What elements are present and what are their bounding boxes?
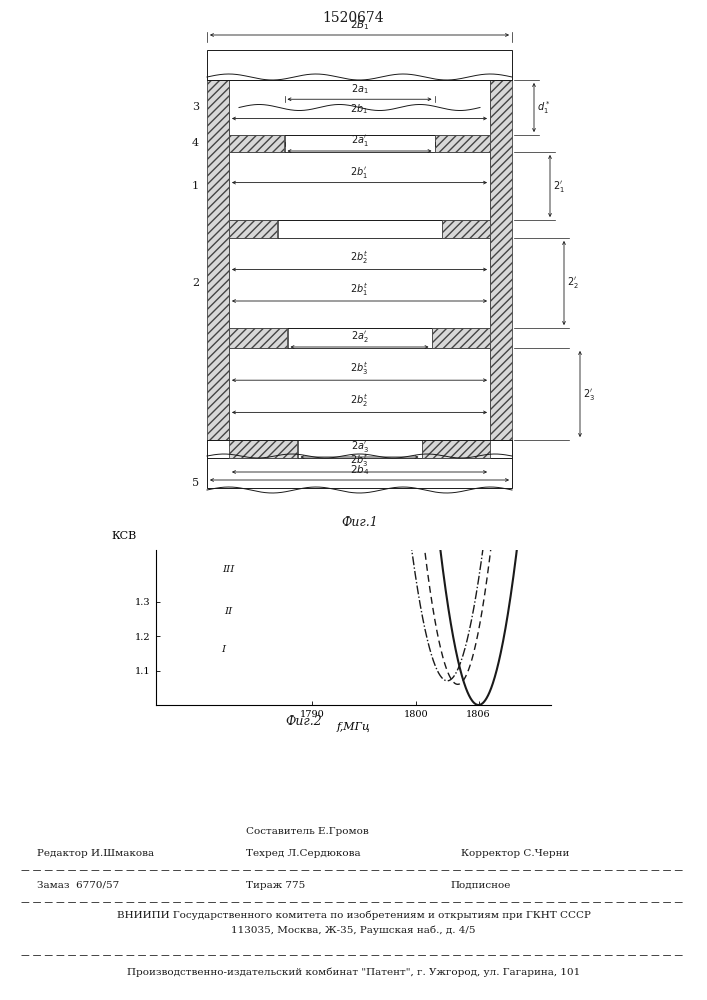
Text: 4: 4 — [192, 138, 199, 148]
Bar — [229, 348, 490, 440]
Bar — [298, 440, 421, 458]
Text: 5: 5 — [192, 478, 199, 488]
Text: $2_1'$: $2_1'$ — [553, 178, 565, 194]
Text: 1520674: 1520674 — [322, 11, 384, 25]
Text: $2a_1$: $2a_1$ — [351, 82, 368, 96]
Bar — [421, 440, 489, 458]
Text: $2a_2'$: $2a_2'$ — [351, 329, 368, 344]
Bar — [284, 135, 435, 152]
Text: $d_1^*$: $d_1^*$ — [537, 99, 551, 116]
Text: Редактор И.Шмакова: Редактор И.Шмакова — [37, 848, 153, 857]
Text: $2_2'$: $2_2'$ — [567, 275, 579, 290]
Text: 113035, Москва, Ж-35, Раушская наб., д. 4/5: 113035, Москва, Ж-35, Раушская наб., д. … — [231, 925, 476, 935]
X-axis label: f,МГц: f,МГц — [337, 722, 370, 732]
Text: $2a_3'$: $2a_3'$ — [351, 439, 368, 454]
Text: Замаз  6770/57: Замаз 6770/57 — [37, 880, 119, 890]
Text: Составитель Е.Громов: Составитель Е.Громов — [246, 828, 369, 836]
Text: Производственно-издательский комбинат "Патент", г. Ужгород, ул. Гагарина, 101: Производственно-издательский комбинат "П… — [127, 967, 580, 977]
Bar — [490, 80, 512, 440]
Y-axis label: КСВ: КСВ — [111, 531, 136, 541]
Text: $2_3'$: $2_3'$ — [583, 386, 595, 401]
Bar — [278, 220, 441, 238]
Text: $2b_2^t$: $2b_2^t$ — [351, 250, 368, 266]
Bar — [431, 328, 489, 348]
Bar — [229, 440, 297, 458]
Bar — [229, 152, 490, 220]
Text: 3: 3 — [192, 103, 199, 112]
Bar — [441, 220, 489, 238]
Text: 2: 2 — [192, 278, 199, 288]
Text: Фиг.2: Фиг.2 — [286, 715, 322, 728]
Text: ВНИИПИ Государственного комитета по изобретениям и открытиям при ГКНТ СССР: ВНИИПИ Государственного комитета по изоб… — [117, 910, 590, 920]
Text: III: III — [222, 565, 235, 574]
Text: Техред Л.Сердюкова: Техред Л.Сердюкова — [246, 848, 361, 857]
Text: Подписное: Подписное — [450, 880, 511, 890]
Text: 1: 1 — [192, 181, 199, 191]
Text: $2a_1'$: $2a_1'$ — [351, 133, 368, 148]
Bar — [229, 80, 490, 135]
Bar — [229, 220, 277, 238]
Text: I: I — [221, 645, 226, 654]
Text: $2b_2^t$: $2b_2^t$ — [351, 393, 368, 409]
Text: $2b_3^t$: $2b_3^t$ — [351, 452, 368, 469]
Text: $2B_1$: $2B_1$ — [350, 18, 369, 32]
Bar — [288, 328, 431, 348]
Text: $2b_4$: $2b_4$ — [350, 463, 369, 477]
Text: $2b_1^t$: $2b_1^t$ — [351, 281, 368, 298]
Text: Корректор С.Черни: Корректор С.Черни — [461, 848, 569, 857]
Text: $2b_1$: $2b_1$ — [351, 102, 368, 115]
Bar — [229, 238, 490, 328]
Text: $2b_1'$: $2b_1'$ — [351, 165, 368, 180]
Bar — [229, 135, 284, 152]
Text: Фиг.1: Фиг.1 — [341, 516, 378, 528]
Bar — [229, 328, 287, 348]
Bar — [207, 50, 512, 80]
Bar — [207, 80, 229, 440]
Bar — [435, 135, 489, 152]
Text: II: II — [224, 607, 233, 616]
Bar — [207, 458, 512, 488]
Text: Тираж 775: Тираж 775 — [246, 880, 305, 890]
Text: $2b_3^t$: $2b_3^t$ — [351, 360, 368, 377]
